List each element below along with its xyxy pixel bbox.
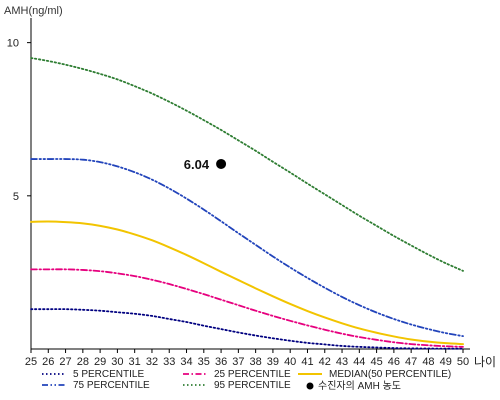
legend-label-4: 95 PERCENTILE (214, 380, 291, 391)
x-tick-label: 44 (353, 356, 365, 368)
y-tick-label: 5 (13, 191, 19, 203)
x-tick-label: 41 (301, 356, 313, 368)
series-line-0 (30, 308, 464, 350)
y-tick-label: 10 (7, 38, 19, 50)
x-tick-label: 34 (180, 356, 192, 368)
legend-label-3: 75 PERCENTILE (73, 380, 150, 391)
x-tick-label: 49 (440, 356, 452, 368)
x-tick-label: 27 (59, 356, 71, 368)
x-tick-label: 36 (215, 356, 227, 368)
x-tick-label: 46 (388, 356, 400, 368)
x-tick-label: 40 (284, 356, 296, 368)
x-axis-label: 나이 (474, 355, 496, 369)
x-tick-label: 35 (198, 356, 210, 368)
patient-amh-value-label: 6.04 (184, 157, 210, 172)
patient-amh-point (216, 158, 227, 169)
legend-label-1: 25 PERCENTILE (214, 369, 291, 380)
series-line-4 (30, 57, 464, 272)
legend-point-label: 수진자의 AMH 농도 (318, 380, 401, 392)
x-tick-label: 39 (267, 356, 279, 368)
legend-point-marker (306, 382, 314, 390)
x-tick-label: 50 (457, 356, 469, 368)
x-tick-label: 33 (163, 356, 175, 368)
x-tick-label: 47 (405, 356, 417, 368)
x-tick-label: 29 (94, 356, 106, 368)
x-tick-label: 28 (77, 356, 89, 368)
x-tick-label: 38 (250, 356, 262, 368)
legend-label-0: 5 PERCENTILE (73, 369, 144, 380)
x-tick-label: 25 (25, 356, 37, 368)
x-tick-label: 45 (370, 356, 382, 368)
x-tick-label: 37 (232, 356, 244, 368)
x-tick-label: 48 (422, 356, 434, 368)
x-tick-label: 30 (111, 356, 123, 368)
x-tick-label: 42 (319, 356, 331, 368)
series-line-3 (30, 158, 464, 338)
x-tick-label: 32 (146, 356, 158, 368)
x-tick-label: 26 (42, 356, 54, 368)
y-axis-label: AMH(ng/ml) (4, 5, 63, 17)
x-tick-label: 31 (129, 356, 141, 368)
x-tick-label: 43 (336, 356, 348, 368)
legend-label-2: MEDIAN(50 PERCENTILE) (329, 369, 451, 380)
series-line-2 (30, 220, 464, 346)
series-line-1 (30, 268, 464, 348)
